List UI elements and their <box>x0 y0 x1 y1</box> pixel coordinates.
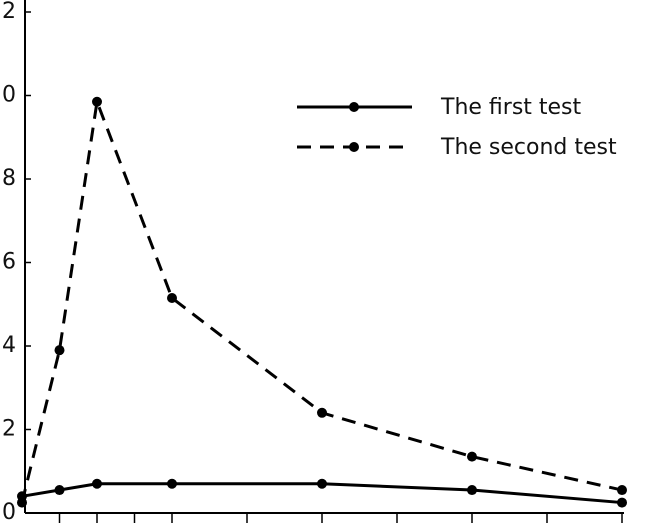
legend-label: The second test <box>440 135 617 160</box>
point <box>317 407 327 418</box>
point <box>467 485 477 496</box>
point <box>17 497 27 508</box>
series-line <box>20 95 623 503</box>
point <box>167 292 177 303</box>
point <box>92 478 102 489</box>
legend-marker <box>349 142 359 152</box>
point <box>317 478 327 489</box>
y-tick-label: 0 <box>2 83 16 108</box>
y-tick-label: 2 <box>2 417 16 442</box>
legend-marker <box>349 102 359 112</box>
point <box>617 497 627 508</box>
y-tick-label: 0 <box>2 500 16 523</box>
point <box>92 96 102 107</box>
point <box>54 345 65 356</box>
y-tick-label: 4 <box>2 333 16 358</box>
legend-label: The first test <box>440 95 582 120</box>
point <box>167 478 177 489</box>
y-tick-label: 8 <box>2 166 16 191</box>
y-tick-label: 2 <box>2 0 16 24</box>
point <box>467 451 477 462</box>
y-tick-label: 6 <box>2 250 16 275</box>
point <box>54 485 65 496</box>
point <box>617 485 627 496</box>
